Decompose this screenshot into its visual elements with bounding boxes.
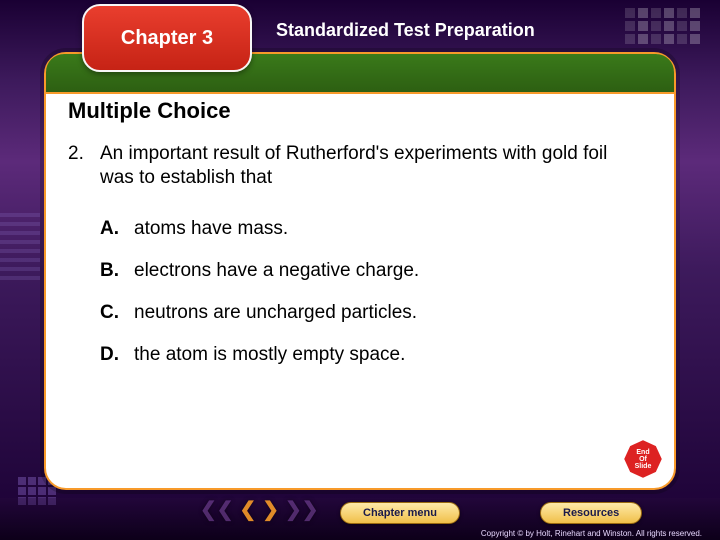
prev-arrow-icon[interactable]: ❮❮: [200, 497, 234, 522]
nav-arrows: ❮❮ ❮ ❯ ❯❯: [200, 497, 319, 522]
end-badge-text: End Of Slide: [635, 449, 652, 470]
option-d[interactable]: D. the atom is mostly empty space.: [100, 344, 652, 366]
options-list: A. atoms have mass. B. electrons have a …: [68, 218, 652, 366]
chapter-menu-label: Chapter menu: [363, 507, 437, 519]
option-letter: D.: [100, 344, 124, 366]
question-text: An important result of Rutherford's expe…: [100, 142, 620, 190]
question-row: 2. An important result of Rutherford's e…: [68, 142, 652, 190]
resources-button[interactable]: Resources: [540, 502, 642, 524]
section-heading: Multiple Choice: [68, 98, 652, 124]
next-arrow-inner-icon[interactable]: ❯: [262, 497, 279, 522]
option-letter: A.: [100, 218, 124, 240]
option-b[interactable]: B. electrons have a negative charge.: [100, 260, 652, 282]
copyright-text: Copyright © by Holt, Rinehart and Winsto…: [481, 529, 702, 538]
chapter-menu-button[interactable]: Chapter menu: [340, 502, 460, 524]
option-letter: C.: [100, 302, 124, 324]
option-text: neutrons are uncharged particles.: [134, 302, 417, 324]
slide-content: Multiple Choice 2. An important result o…: [68, 98, 652, 476]
prev-arrow-inner-icon[interactable]: ❮: [240, 497, 257, 522]
option-c[interactable]: C. neutrons are uncharged particles.: [100, 302, 652, 324]
decor-squares-top-right: [625, 8, 700, 44]
next-arrow-icon[interactable]: ❯❯: [285, 497, 319, 522]
option-text: electrons have a negative charge.: [134, 260, 419, 282]
option-text: atoms have mass.: [134, 218, 288, 240]
question-number: 2.: [68, 142, 90, 190]
side-stripe-decor: [0, 210, 40, 280]
resources-label: Resources: [563, 507, 619, 519]
chapter-tab: Chapter 3: [82, 4, 252, 72]
end-of-slide-badge: End Of Slide: [622, 438, 664, 480]
option-letter: B.: [100, 260, 124, 282]
header-title: Standardized Test Preparation: [276, 20, 535, 41]
option-a[interactable]: A. atoms have mass.: [100, 218, 652, 240]
slide-card: Chapter 3 Standardized Test Preparation …: [44, 52, 676, 490]
chapter-tab-label: Chapter 3: [121, 27, 213, 50]
option-text: the atom is mostly empty space.: [134, 344, 405, 366]
